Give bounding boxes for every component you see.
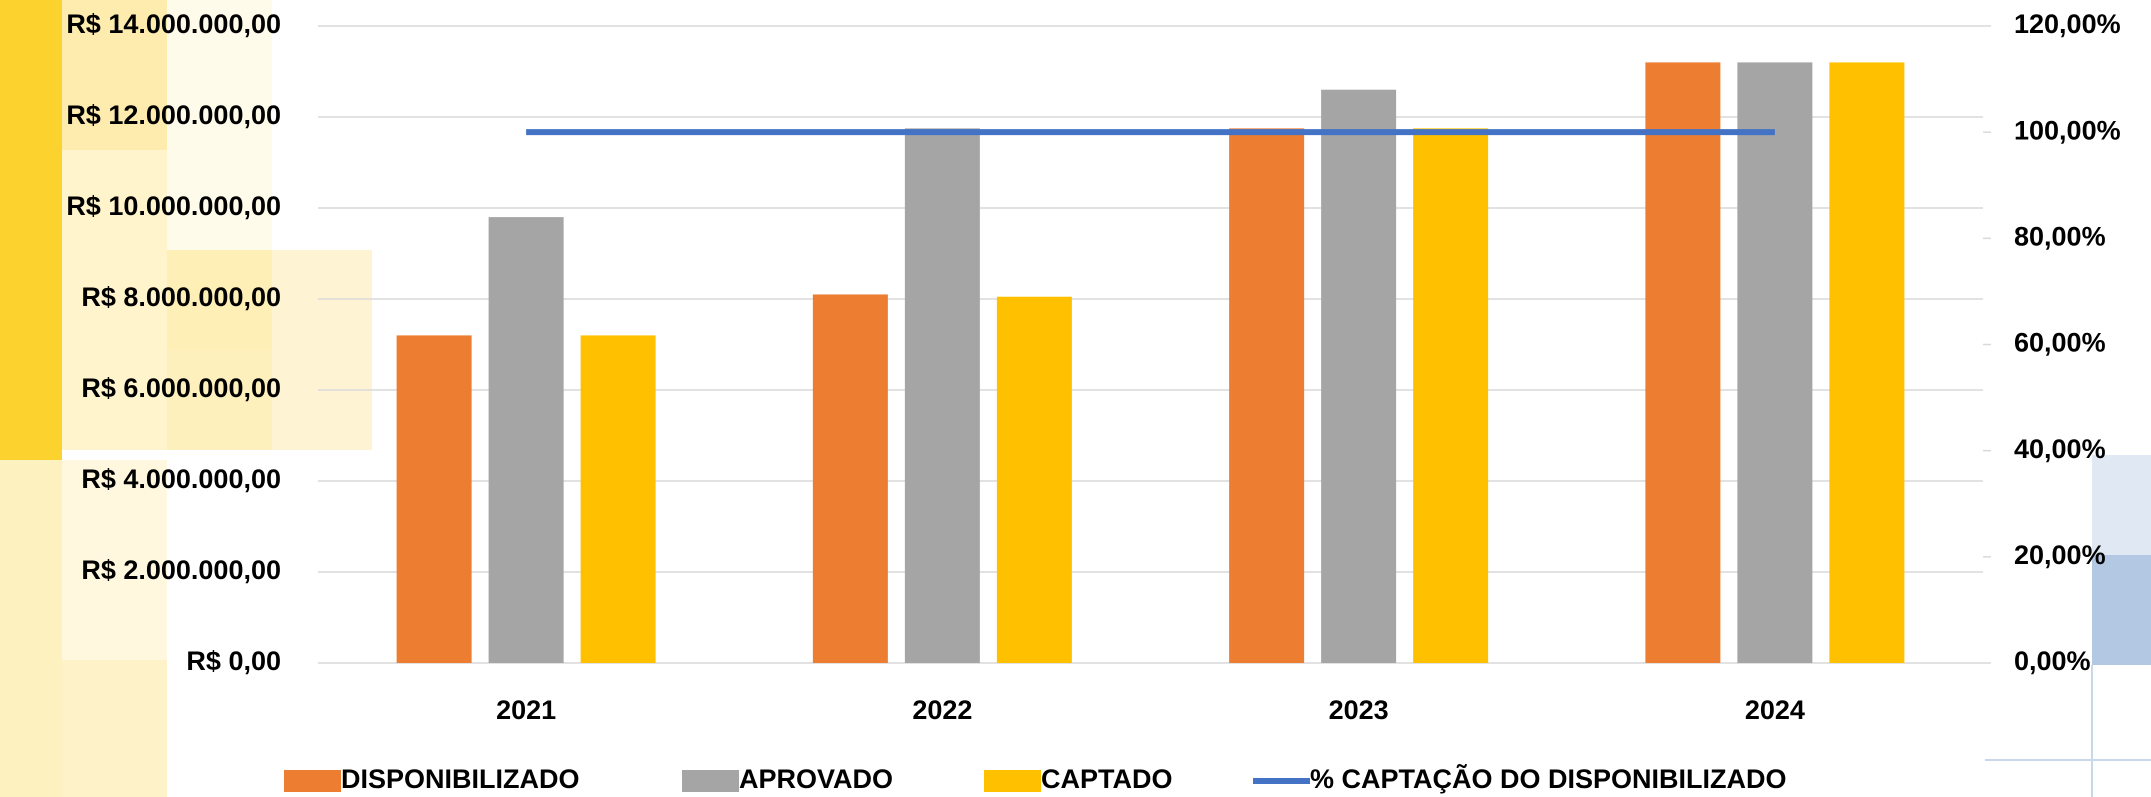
y2-tick-label: 0,00% [2014,646,2091,676]
legend-label: CAPTADO [1041,764,1173,794]
legend-swatch [984,770,1041,792]
y-tick-label: R$ 2.000.000,00 [81,555,281,585]
y-tick-label: R$ 6.000.000,00 [81,373,281,403]
y2-tick-label: 20,00% [2014,540,2106,570]
y-tick-label: R$ 4.000.000,00 [81,464,281,494]
y-tick-label: R$ 14.000.000,00 [66,9,281,39]
y-tick-label: R$ 8.000.000,00 [81,282,281,312]
bar [580,335,656,663]
y-tick-label: R$ 0,00 [186,646,281,676]
bar [996,296,1072,663]
bar [812,294,888,663]
y2-tick-label: 100,00% [2014,115,2121,145]
bar [904,128,980,663]
bar [1321,89,1397,663]
x-tick-label: 2023 [1329,695,1389,725]
x-tick-label: 2021 [496,695,556,725]
bar [1645,62,1721,663]
bar [396,335,472,663]
y2-tick-label: 80,00% [2014,221,2106,251]
legend-label: DISPONIBILIZADO [341,764,580,794]
x-tick-label: 2022 [912,695,972,725]
y2-tick-label: 120,00% [2014,9,2121,39]
bar [1413,128,1489,663]
bar [1737,62,1813,663]
legend-swatch [682,770,739,792]
y2-tick-label: 60,00% [2014,328,2106,358]
legend-label: % CAPTAÇÃO DO DISPONIBILIZADO [1310,763,1787,794]
bar [1229,128,1305,663]
legend-label: APROVADO [739,764,893,794]
legend-swatch [284,770,341,792]
x-tick-label: 2024 [1745,695,1805,725]
bar [1829,62,1905,663]
bar [488,217,564,663]
y2-tick-label: 40,00% [2014,434,2106,464]
y-tick-label: R$ 10.000.000,00 [66,191,281,221]
y-tick-label: R$ 12.000.000,00 [66,100,281,130]
